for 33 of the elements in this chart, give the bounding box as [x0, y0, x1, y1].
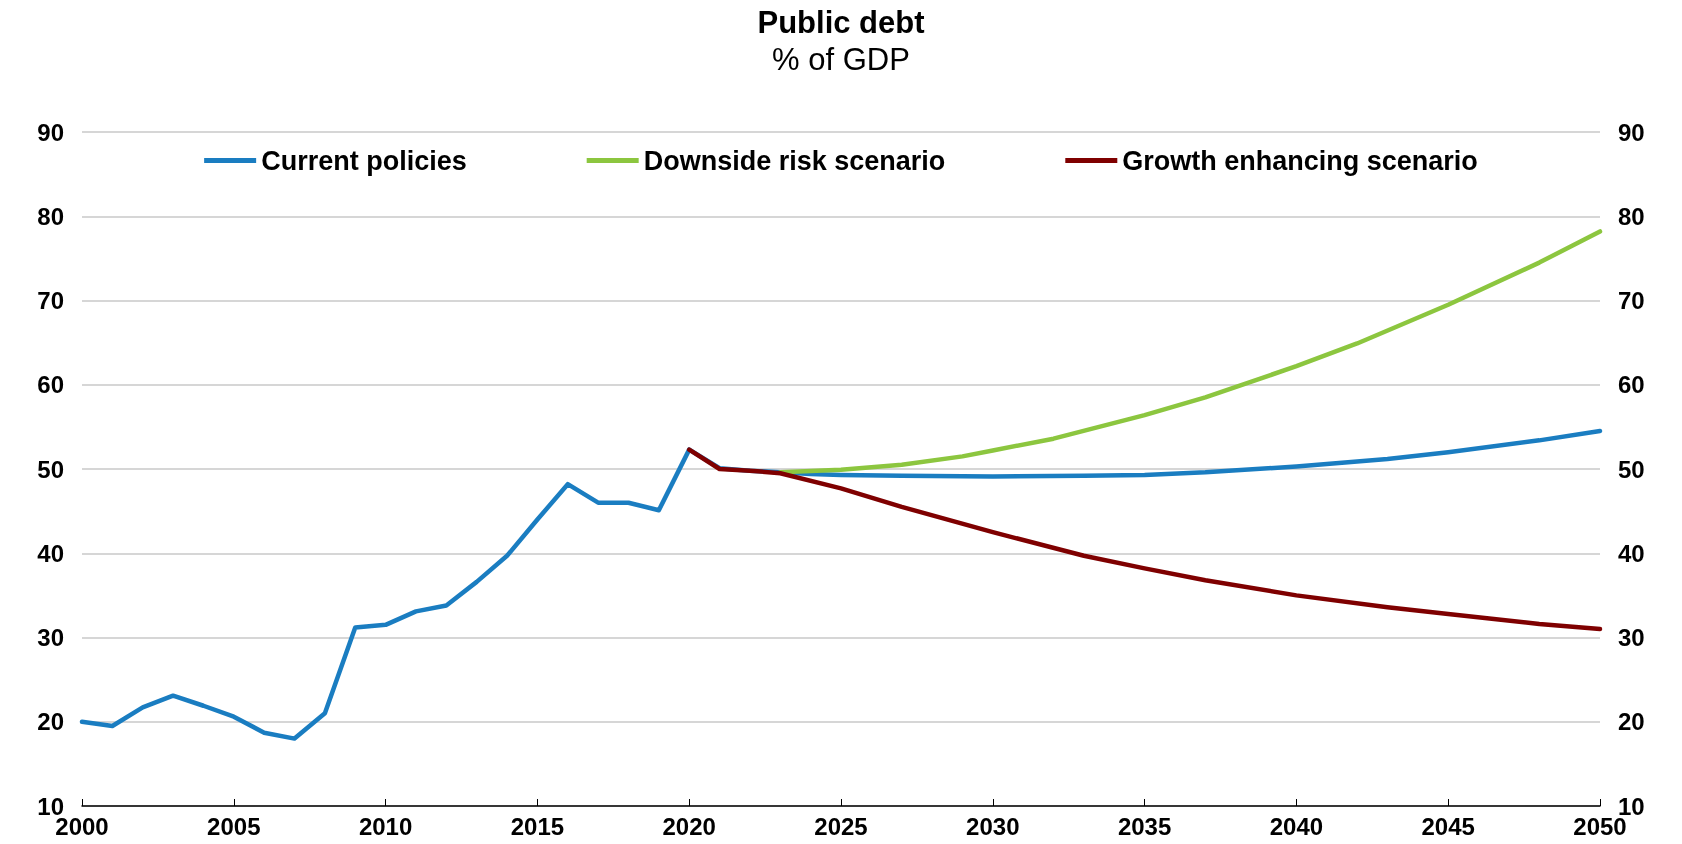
y-tick-label: 40 [37, 539, 64, 567]
x-tick-label: 2045 [1421, 812, 1475, 840]
y-tick-label: 90 [37, 118, 64, 146]
y2-tick-label: 50 [1618, 455, 1645, 483]
x-tick-label: 2030 [966, 812, 1020, 840]
y-tick-label: 50 [37, 455, 64, 483]
chart-subtitle: % of GDP [772, 42, 910, 77]
legend-label: Growth enhancing scenario [1122, 145, 1478, 176]
x-tick-label: 2035 [1117, 812, 1172, 840]
legend-label: Current policies [261, 145, 467, 176]
legend-label: Downside risk scenario [643, 145, 946, 176]
y2-tick-label: 30 [1618, 624, 1645, 651]
y-tick-label: 70 [37, 287, 64, 314]
y2-tick-label: 20 [1618, 708, 1645, 736]
x-tick-label: 2005 [207, 812, 261, 840]
y2-tick-label: 60 [1618, 371, 1645, 399]
y2-tick-label: 40 [1618, 539, 1645, 567]
x-tick-label: 2025 [814, 812, 868, 840]
y-tick-label: 60 [37, 371, 64, 399]
x-tick-label: 2020 [662, 812, 716, 840]
y-tick-label: 20 [37, 708, 64, 736]
x-tick-label: 2040 [1269, 812, 1324, 840]
y-tick-label: 30 [37, 624, 64, 651]
y-tick-label: 80 [37, 202, 64, 230]
chart-title: Public debt [757, 5, 925, 40]
y2-tick-label: 90 [1618, 118, 1645, 146]
line-series [79, 428, 1603, 741]
y2-tick-label: 70 [1618, 287, 1645, 314]
line-series [778, 229, 1603, 475]
x-tick-label: 2015 [510, 812, 565, 840]
y2-tick-label: 80 [1618, 202, 1645, 230]
line-series [686, 447, 1603, 632]
x-tick-label: 2010 [358, 812, 413, 840]
